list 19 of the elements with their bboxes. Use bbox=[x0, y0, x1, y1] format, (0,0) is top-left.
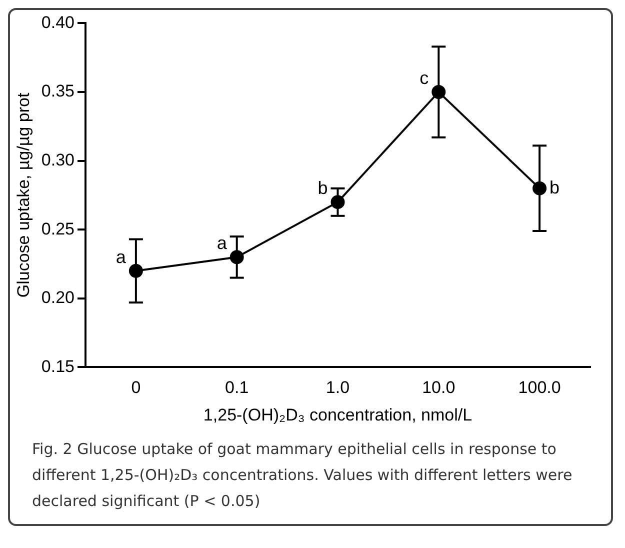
x-tick-label: 0.1 bbox=[225, 378, 249, 398]
x-tick-label: 1.0 bbox=[326, 378, 350, 398]
x-tick-label: 100.0 bbox=[518, 378, 561, 398]
y-tick-label: 0.40 bbox=[41, 12, 74, 32]
y-tick-label: 0.25 bbox=[41, 219, 74, 238]
annotation: c bbox=[420, 68, 429, 88]
x-axis-title: 1,25-(OH)₂D₃ concentration, nmol/L bbox=[203, 405, 472, 424]
annotation: a bbox=[216, 233, 228, 254]
y-tick-label: 0.30 bbox=[41, 150, 74, 170]
annotation: b bbox=[318, 178, 328, 198]
x-tick-label: 10.0 bbox=[422, 378, 456, 398]
y-tick-label: 0.15 bbox=[41, 356, 74, 376]
annotation: a bbox=[116, 246, 127, 267]
caption: Fig. 2 Glucose uptake of goat mammary epithelial cells in response to different 1,25-(OH)₂D₃ concentrations. Values with different letters were declared significant (P < 0.05) bbox=[31, 439, 574, 512]
y-tick-label: 0.20 bbox=[41, 288, 74, 308]
y-axis-title: Glucose uptake, µg/µg prot bbox=[14, 92, 33, 298]
x-tick-label: 0 bbox=[131, 378, 141, 398]
y-tick-label: 0.35 bbox=[41, 82, 74, 101]
annotation: b bbox=[550, 177, 560, 198]
